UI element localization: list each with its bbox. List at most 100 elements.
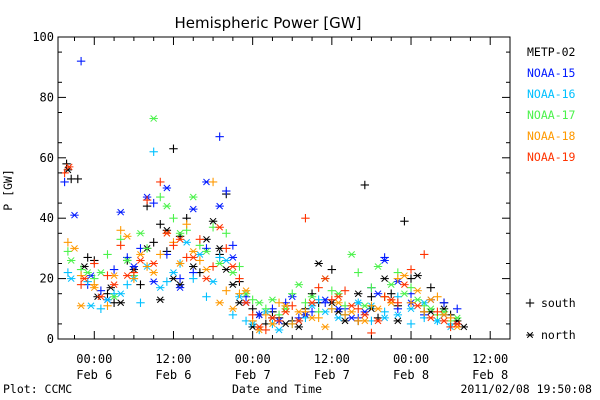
north-point [149,278,158,285]
north-point [340,317,350,325]
north-point [294,308,304,316]
south-point [83,253,92,262]
x-tick-date-label: Feb 6 [155,368,191,382]
south-point [76,56,86,66]
north-point [413,302,422,310]
legend-symbol-south [525,298,535,308]
y-tick-label: 40 [40,211,54,225]
north-point [268,296,277,304]
axes: 0 20 40 60 80 100 00:00 Feb 6 12:00 Feb 6 00:00 Feb… [32,30,510,382]
south-point [156,220,165,229]
north-point [228,305,238,313]
north-point [70,211,79,219]
south-point [208,262,218,271]
north-point [189,248,198,255]
north-point [268,314,277,322]
north-point [109,281,119,289]
north-point [182,238,191,246]
north-point [241,287,251,295]
south-point [63,238,73,247]
south-point [149,147,158,156]
north-point [380,314,389,322]
north-point [347,251,356,258]
south-point [406,319,416,329]
north-point [66,257,76,264]
south-point [228,310,238,320]
footer-left-text: Plot: CCMC [3,382,72,396]
south-point [169,241,178,250]
south-point [208,177,218,187]
south-point [360,180,370,190]
south-point [142,244,152,253]
north-point [228,254,238,261]
south-point [327,295,337,304]
north-point [426,314,436,322]
north-point [281,308,290,316]
north-point [123,257,132,264]
north-point [307,314,317,322]
y-tick-label: 100 [32,30,54,44]
series-metp-02 [62,144,469,331]
north-point [314,260,323,267]
legend-entry-noaa-19: NOAA-19 [527,150,576,164]
north-point [413,296,422,304]
north-point [169,269,178,276]
south-point [116,226,125,235]
legend-symbol-north [526,331,534,339]
north-point [202,266,211,273]
south-point [222,244,231,253]
south-point [261,325,271,335]
south-point [248,295,257,304]
south-point [327,265,337,274]
north-point [189,205,198,213]
north-point [321,323,330,331]
north-point [294,281,304,289]
north-point [96,293,106,301]
north-point [109,293,119,301]
x-tick-date-label: Feb 8 [393,368,429,382]
south-point [340,286,350,295]
south-point [406,283,416,292]
south-point [446,313,455,323]
north-point [215,299,224,307]
south-point [96,286,106,295]
north-point [175,229,185,237]
south-point [222,186,231,196]
north-point [86,302,96,310]
north-point [202,275,211,282]
x-axis-label: Date and Time [232,382,322,396]
south-point [380,292,389,301]
north-point [215,202,224,210]
south-point [63,268,73,277]
north-point [373,263,383,270]
north-point [413,287,422,295]
south-point [248,310,257,320]
south-point [327,304,337,313]
north-point [116,208,125,216]
y-tick-label: 20 [40,272,54,286]
series-noaa-18 [63,177,462,334]
south-point [274,316,284,326]
legend-entry-metp-02: METP-02 [527,45,575,59]
north-point [116,290,125,298]
north-point [334,314,343,322]
north-point [149,115,158,122]
north-point [334,293,343,301]
south-point [116,241,125,250]
north-point [136,229,145,237]
north-point [175,260,185,267]
north-point [66,275,76,282]
south-point [103,301,112,310]
north-point [228,281,238,289]
south-point [63,247,73,256]
north-point [413,272,422,279]
south-point [354,304,363,313]
north-point [387,296,396,304]
north-point [393,317,403,325]
south-point [215,132,224,141]
x-tick-time-label: 12:00 [472,352,508,366]
north-point [70,245,79,252]
y-tick-label: 0 [47,332,54,346]
south-point [228,241,238,250]
